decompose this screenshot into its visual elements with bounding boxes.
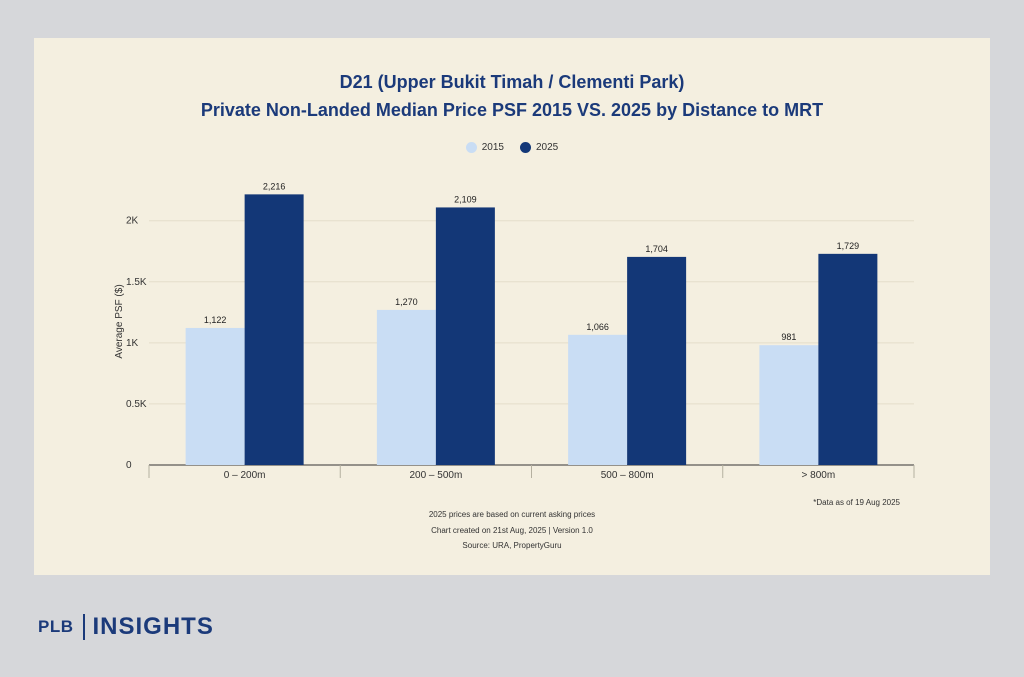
legend-swatch-2015 [465,142,477,153]
bar-2025 [627,256,687,465]
x-tick-label: 200 – 500m [409,470,462,481]
bar-chart: 0 0.5K 1K 1.5K 2K Average PSF ($) 1,122 2,216 0 … [114,181,915,481]
data-label-2015: 1,270 [395,297,418,307]
brand-divider [82,614,85,640]
data-label-2015: 1,122 [204,315,227,325]
y-tick-label: 1K [126,338,139,349]
data-date-note: *Data as of 19 Aug 2025 [813,498,900,507]
data-label-2025: 2,216 [263,181,286,191]
y-tick-label: 2K [126,216,139,227]
y-tick-label: 0.5K [126,399,147,410]
x-tick-label: > 800m [802,470,836,481]
chart-legend: 2015 2025 [34,142,990,153]
source-note: Source: URA, PropertyGuru [462,541,562,550]
legend-item-2025: 2025 [520,142,558,153]
bar-2015 [185,327,245,465]
data-label-2025: 2,109 [454,194,477,204]
y-tick-label: 1.5K [126,277,147,288]
bar-2025 [435,207,495,465]
legend-label-2025: 2025 [536,142,559,153]
data-label-2025: 1,704 [645,244,668,254]
chart-title: D21 (Upper Bukit Timah / Clementi Park) [339,72,685,92]
brand-insights: INSIGHTS [92,613,214,640]
x-tick-label: 500 – 800m [601,470,654,481]
bar-2015 [376,309,436,465]
data-label-2015: 1,066 [586,322,609,332]
y-axis-label: Average PSF ($) [114,284,125,358]
chart-panel: D21 (Upper Bukit Timah / Clementi Park) … [34,38,990,575]
bar-2025 [818,253,878,465]
legend-label-2015: 2015 [481,142,504,153]
chart-subtitle: Private Non-Landed Median Price PSF 2015… [200,100,824,120]
bar-2025 [244,194,304,465]
asking-price-note: 2025 prices are based on current asking … [428,510,596,519]
chart-created-note: Chart created on 21st Aug, 2025 | Versio… [431,526,593,535]
legend-item-2015: 2015 [465,142,504,153]
y-tick-label: 0 [126,460,132,471]
plb-insights-logo: PLB INSIGHTS [38,613,214,641]
bar-2015 [568,334,628,465]
data-label-2015: 981 [781,332,796,342]
x-tick-label: 0 – 200m [224,470,266,481]
data-label-2025: 1,729 [837,241,860,251]
legend-swatch-2025 [520,142,531,153]
bar-2015 [759,345,819,465]
brand-plb: PLB [38,617,74,636]
